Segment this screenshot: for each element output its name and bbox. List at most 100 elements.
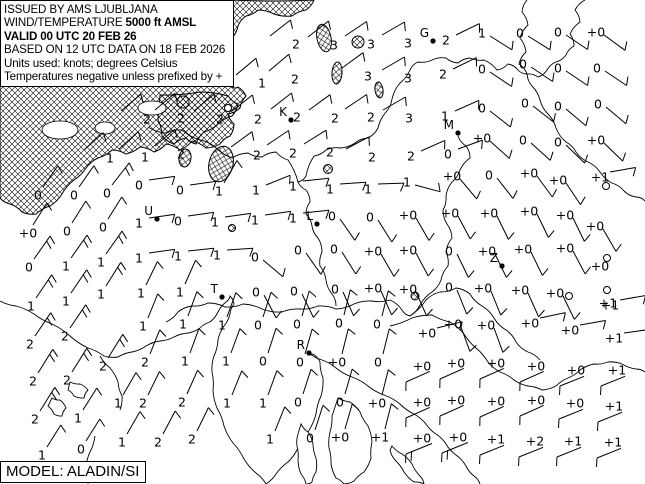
wind-station: 3 — [382, 96, 413, 126]
wind-station: 2 — [231, 94, 262, 127]
temperature-label: +0 — [368, 396, 386, 411]
wind-barb-staff — [70, 234, 88, 259]
wind-station: 0 — [521, 96, 556, 123]
wind-barb-staff — [539, 312, 566, 319]
wind-barb-staff — [147, 371, 160, 396]
wind-station: 0 — [63, 200, 92, 239]
temperature-label: 0 — [294, 243, 302, 258]
wind-barb-staff — [579, 320, 606, 326]
terrain-patch — [176, 95, 190, 109]
temperature-label: +0 — [331, 430, 349, 445]
temperature-label: 1 — [478, 26, 486, 41]
wind-station: +0 — [519, 393, 545, 426]
wind-barb-tick — [174, 93, 178, 103]
wind-barb-tick — [46, 240, 52, 250]
wind-barb-staff — [265, 174, 291, 186]
wind-barb-staff — [187, 247, 214, 252]
temperature-label: 1 — [215, 184, 223, 199]
wind-station: +0 — [405, 395, 431, 428]
temperature-label: 3 — [404, 36, 412, 51]
wind-station: 1 — [403, 175, 441, 193]
island-cres — [296, 422, 318, 484]
wind-barb-staff — [519, 404, 545, 417]
city-label: L — [306, 209, 313, 223]
wind-barb-tick — [355, 266, 362, 275]
temperature-label: 0 — [554, 61, 562, 76]
wind-barb-tick — [615, 243, 622, 252]
wind-barb-tick — [288, 54, 292, 64]
wind-station: +0 — [480, 206, 515, 240]
wind-barb-staff — [224, 212, 251, 218]
wind-barb-tick — [574, 312, 581, 320]
temperature-label: +0 — [567, 363, 585, 378]
wind-barb-tick — [387, 369, 396, 376]
wind-barb-staff — [147, 293, 159, 319]
wind-barb-staff — [380, 253, 395, 277]
wind-station: 0 — [294, 243, 326, 275]
wind-barb-tick — [353, 308, 360, 317]
wind-station: +0 — [586, 219, 622, 252]
wind-station: 0 — [554, 135, 589, 164]
wind-barb-tick — [405, 96, 407, 107]
wind-station: 0 — [554, 61, 590, 86]
temperature-label: 0 — [296, 355, 304, 370]
wind-barb-staff — [105, 262, 122, 287]
wind-barb-tick — [600, 385, 602, 396]
wind-barb-tick — [289, 175, 291, 185]
wind-barb-tick — [624, 41, 628, 51]
wind-barb-tick — [140, 94, 144, 104]
wind-station: +0 — [441, 430, 469, 463]
wind-barb-tick — [159, 371, 166, 379]
wind-barb-staff — [33, 235, 51, 260]
wind-station: 1 — [174, 247, 215, 264]
wind-station: 0 — [445, 280, 474, 315]
temperature-label: 2 — [31, 412, 39, 427]
wind-barb-staff — [489, 35, 513, 51]
wind-barb-staff — [381, 369, 389, 396]
wind-barb-staff — [597, 411, 623, 423]
wind-barb-staff — [530, 142, 551, 161]
wind-barb-staff — [302, 369, 312, 395]
wind-station: +0 — [399, 208, 435, 241]
wind-station: +0 — [368, 369, 396, 411]
wind-barb-staff — [565, 108, 587, 127]
wind-station: 1 — [179, 291, 204, 332]
temperature-label: 0 — [259, 354, 267, 369]
temperature-label: 0 — [294, 395, 302, 410]
wind-barb-staff — [415, 291, 428, 317]
wind-barb-tick — [549, 151, 554, 161]
wind-barb-tick — [247, 213, 252, 223]
wind-barb-staff — [454, 99, 480, 112]
wind-barb-tick — [121, 230, 128, 240]
wind-barb-tick — [320, 266, 326, 275]
wind-barb-tick — [349, 289, 358, 296]
temperature-label: +0 — [520, 204, 538, 219]
temperature-label: 1 — [266, 432, 274, 447]
wind-barb-tick — [391, 234, 398, 243]
wind-barb-tick — [52, 349, 59, 358]
wind-barb-tick — [538, 309, 545, 318]
wind-barb-tick — [500, 308, 508, 316]
wind-station: 1 — [97, 262, 127, 302]
wind-barb-tick — [159, 329, 167, 337]
wind-barb-staff — [193, 93, 215, 112]
terrain-valley — [94, 121, 116, 135]
wind-barb-staff — [414, 184, 441, 193]
wind-barb-staff — [341, 251, 357, 275]
temperature-label: +0 — [399, 208, 417, 223]
wind-barb-tick — [174, 410, 182, 419]
wind-barb-staff — [230, 131, 253, 148]
wind-station: 2 — [266, 130, 297, 161]
wind-barb-tick — [47, 279, 54, 288]
temperature-label: +0 — [480, 206, 498, 221]
temperature-label: 0 — [593, 61, 601, 76]
temperature-label: 1 — [364, 182, 372, 197]
wind-barb-staff — [384, 403, 392, 430]
wind-barb-staff — [565, 182, 581, 205]
temperature-label: 0 — [516, 26, 524, 41]
wind-barb-tick — [559, 385, 561, 396]
wind-barb-tick — [466, 307, 474, 315]
wind-barb-staff — [226, 247, 253, 251]
wind-barb-staff — [604, 70, 627, 86]
island-krk — [328, 397, 373, 484]
